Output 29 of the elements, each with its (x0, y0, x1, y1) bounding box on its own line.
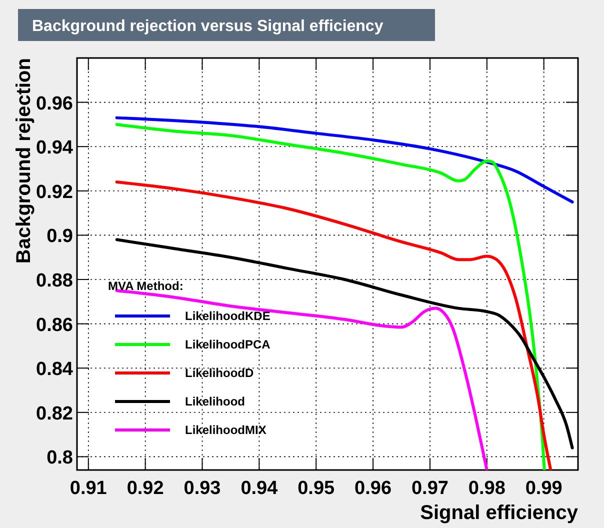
legend-label: LikelihoodD (185, 366, 254, 380)
legend-label: LikelihoodMIX (185, 423, 266, 437)
y-tick-label: 0.88 (36, 270, 73, 292)
legend-label: LikelihoodKDE (185, 309, 270, 323)
x-tick-label: 0.95 (298, 478, 336, 499)
y-tick-label: 0.9 (46, 226, 73, 248)
x-tick-label: 0.98 (468, 478, 506, 499)
y-tick-label: 0.96 (36, 93, 73, 114)
x-tick-label: 0.91 (70, 478, 108, 499)
y-tick-label: 0.86 (36, 314, 73, 336)
x-tick-label: 0.92 (126, 478, 164, 499)
x-tick-label: 0.96 (354, 478, 392, 499)
y-tick-label: 0.94 (36, 138, 74, 159)
x-tick-label: 0.94 (240, 478, 278, 499)
y-axis-title: Background rejection (13, 58, 35, 264)
x-axis-title: Signal efficiency (420, 502, 579, 524)
x-tick-label: 0.93 (184, 478, 221, 499)
y-tick-label: 0.82 (36, 403, 73, 424)
legend-title: MVA Method: (108, 279, 184, 293)
legend-label: LikelihoodPCA (185, 338, 271, 352)
y-tick-label: 0.92 (36, 182, 73, 203)
legend-label: Likelihood (185, 394, 245, 408)
y-tick-label: 0.84 (36, 359, 74, 380)
line-series (115, 116, 574, 204)
line-series (115, 289, 488, 470)
chart-title: Background rejection versus Signal efficiency (32, 18, 384, 35)
x-tick-label: 0.99 (525, 478, 562, 499)
x-tick-label: 0.97 (411, 478, 448, 499)
y-tick-label: 0.8 (46, 448, 73, 469)
